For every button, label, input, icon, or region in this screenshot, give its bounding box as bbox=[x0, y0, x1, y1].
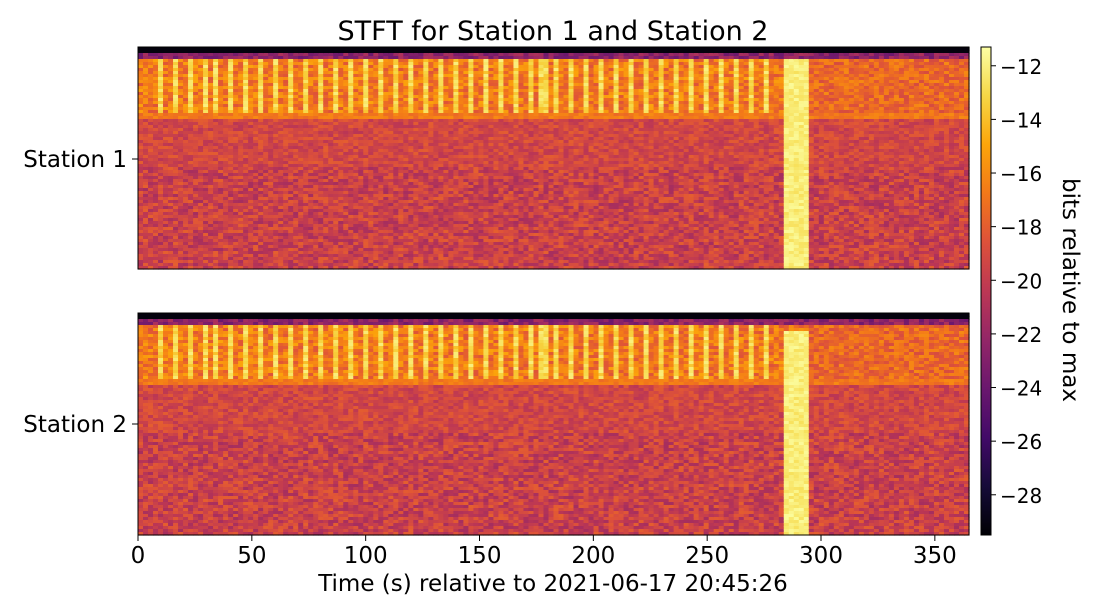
station-1-spectrogram bbox=[138, 47, 970, 270]
chart-title: STFT for Station 1 and Station 2 bbox=[338, 16, 769, 47]
